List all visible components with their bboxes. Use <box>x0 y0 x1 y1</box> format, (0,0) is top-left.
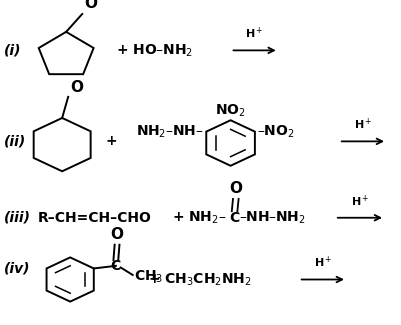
Text: (iv): (iv) <box>4 261 30 275</box>
Text: H$^+$: H$^+$ <box>350 193 369 209</box>
Text: –NO$_2$: –NO$_2$ <box>257 124 295 140</box>
Text: (ii): (ii) <box>4 134 26 149</box>
Text: + CH$_3$CH$_2$NH$_2$: + CH$_3$CH$_2$NH$_2$ <box>148 271 252 288</box>
Text: + HO–NH$_2$: + HO–NH$_2$ <box>116 42 193 58</box>
Text: –NH–NH$_2$: –NH–NH$_2$ <box>239 210 306 226</box>
Text: O: O <box>229 181 242 196</box>
Text: O: O <box>70 80 83 95</box>
Text: H$^+$: H$^+$ <box>245 26 264 41</box>
Text: (iii): (iii) <box>4 211 31 225</box>
Text: C: C <box>111 259 121 273</box>
Text: H$^+$: H$^+$ <box>354 117 372 132</box>
Text: O: O <box>111 227 124 242</box>
Text: CH$_3$: CH$_3$ <box>134 268 164 285</box>
Text: R–CH=CH–CHO: R–CH=CH–CHO <box>38 211 152 225</box>
Text: H$^+$: H$^+$ <box>314 255 332 270</box>
Text: +: + <box>105 134 117 149</box>
Text: O: O <box>84 0 97 11</box>
Text: NH$_2$–NH–: NH$_2$–NH– <box>136 124 204 140</box>
Text: NO$_2$: NO$_2$ <box>215 102 246 119</box>
Text: + NH$_2$–: + NH$_2$– <box>172 210 227 226</box>
Text: C: C <box>229 211 240 225</box>
Text: (i): (i) <box>4 43 22 58</box>
